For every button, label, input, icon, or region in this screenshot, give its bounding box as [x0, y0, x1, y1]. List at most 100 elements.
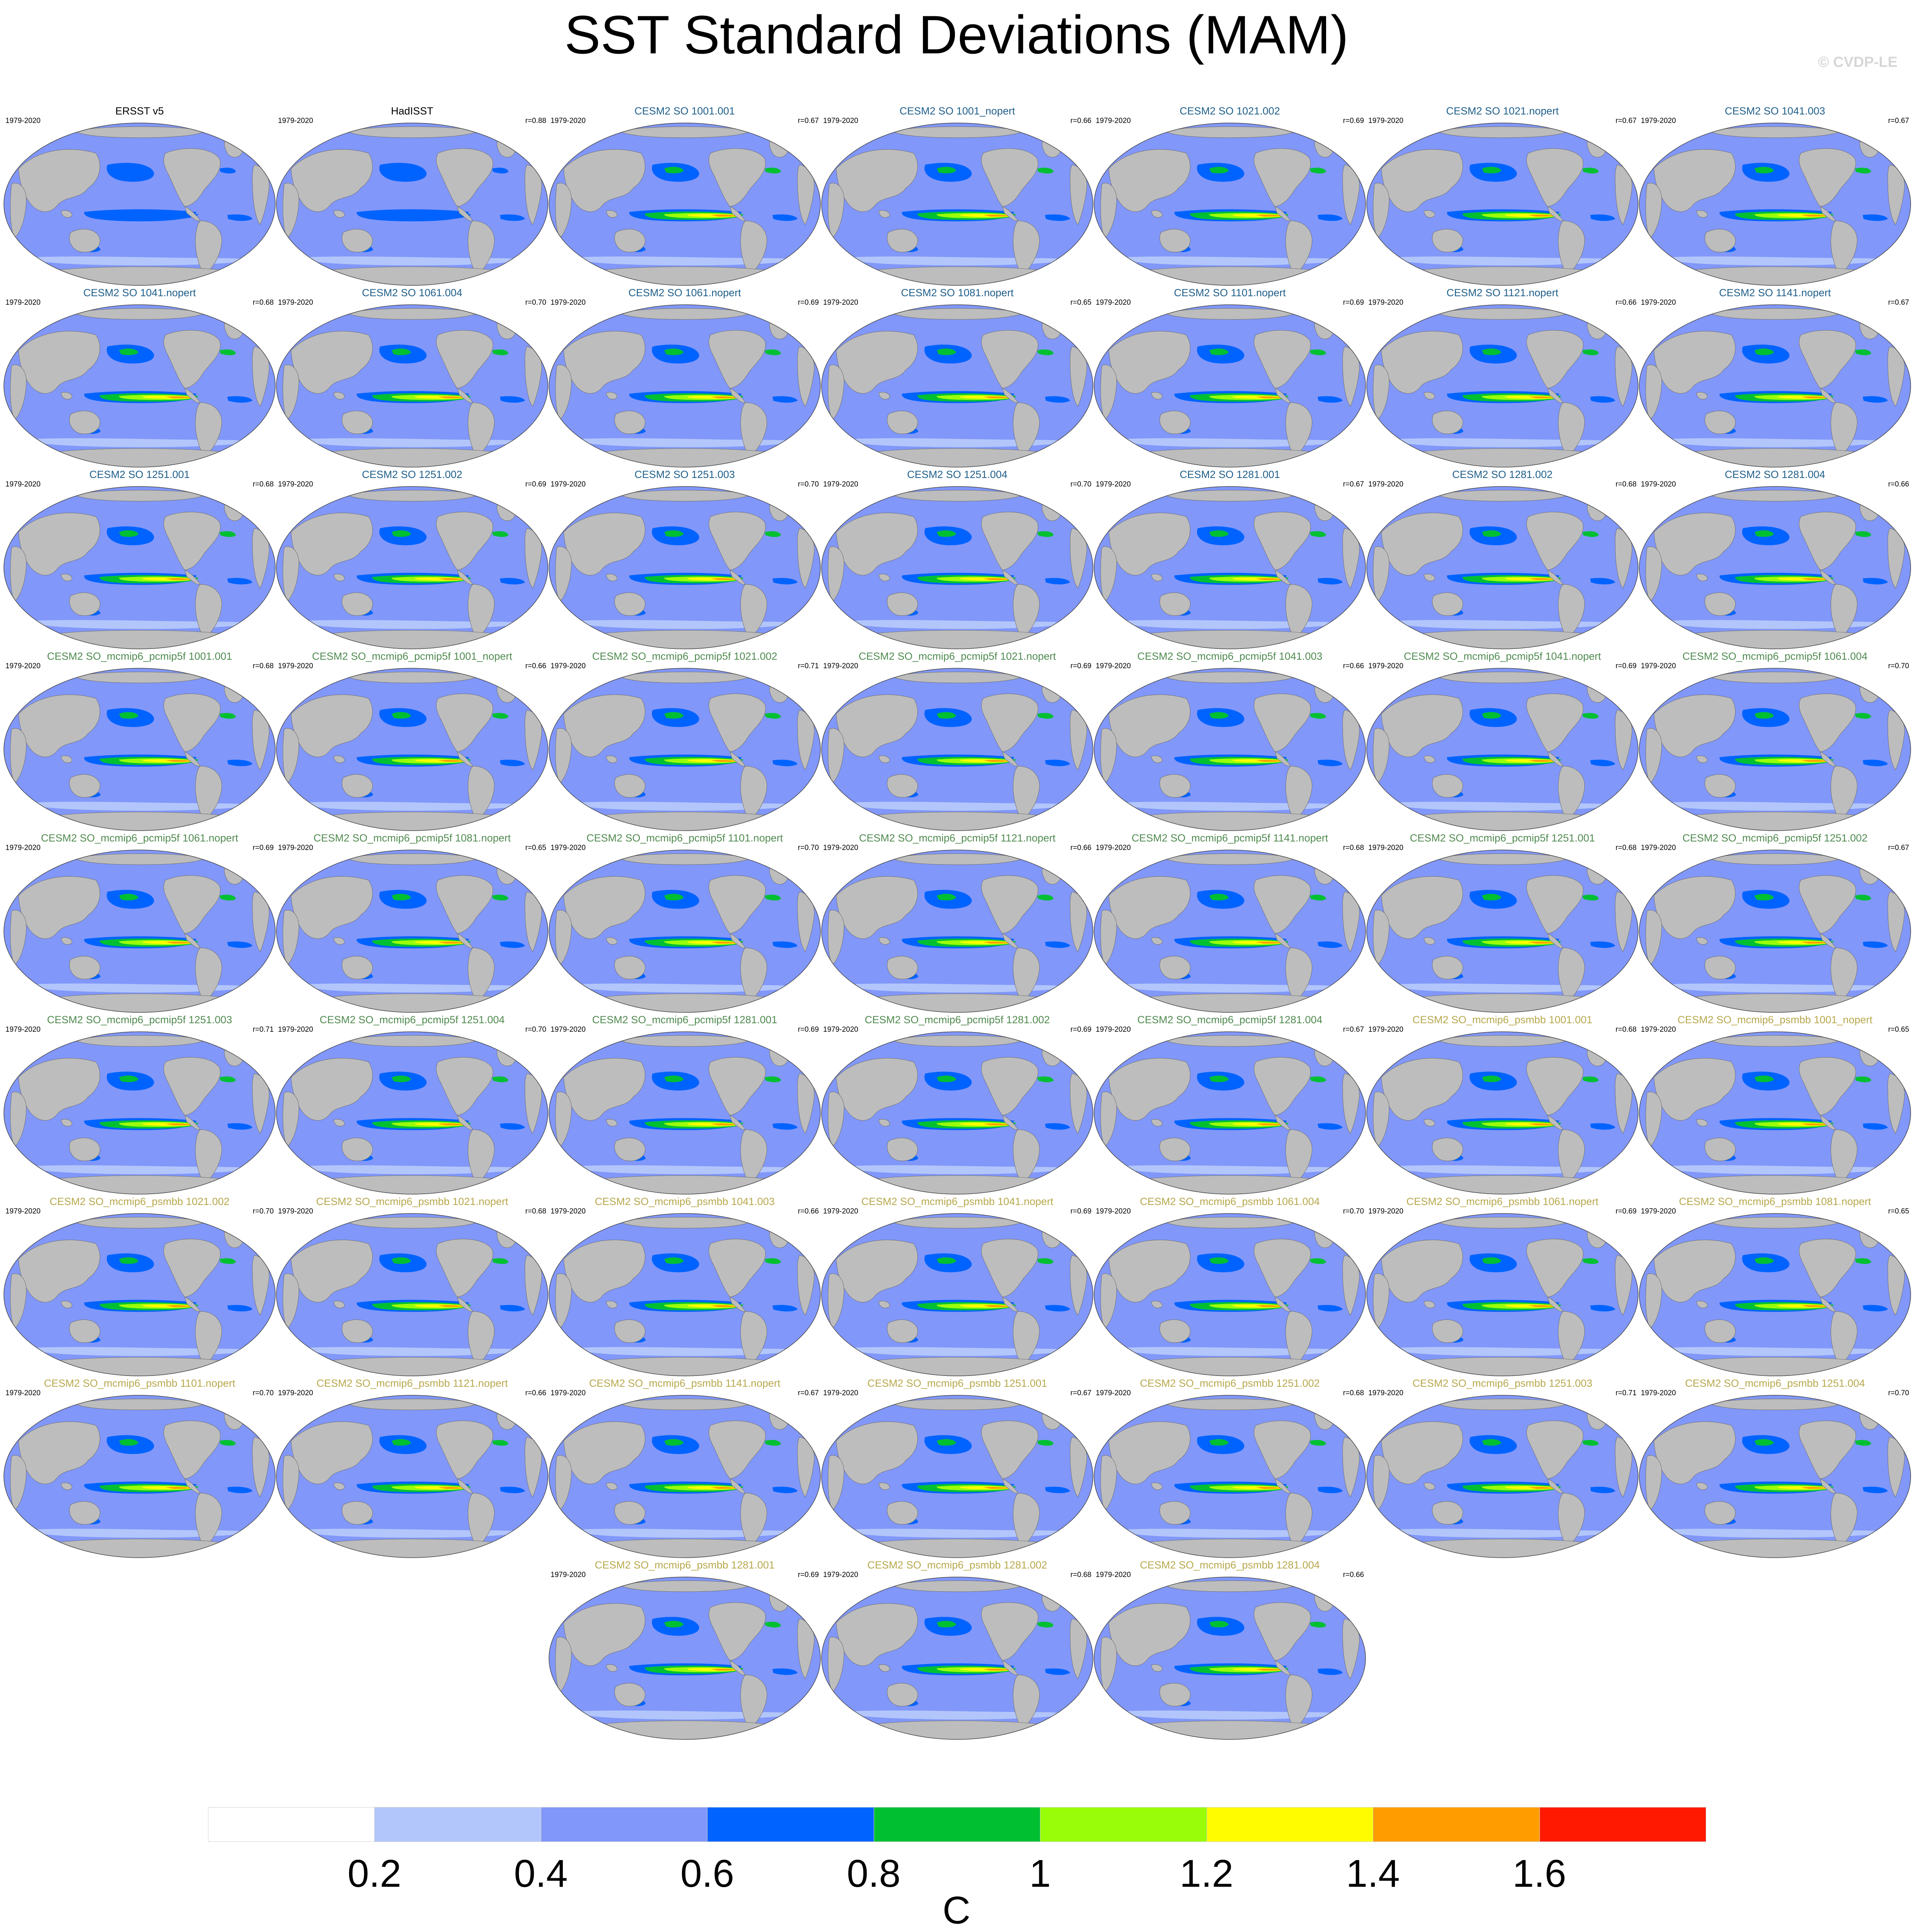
- sst-contour-3: [26, 1165, 254, 1174]
- land-mass-3: [1151, 573, 1163, 581]
- panel-years: 1979-2020: [1368, 1389, 1403, 1397]
- land-mass-2: [342, 1501, 373, 1525]
- sst-contour-11: [937, 894, 956, 901]
- sst-contour-10: [1256, 1668, 1283, 1671]
- map-outline: [1639, 850, 1911, 1013]
- land-mass-2: [1159, 411, 1191, 434]
- map-outline: [276, 123, 548, 286]
- panel-title: CESM2 SO_mcmip6_psmbb 1281.002: [867, 1559, 1047, 1571]
- map-outline: [276, 304, 548, 468]
- map-outline: [821, 486, 1093, 649]
- sst-contour-10: [711, 1123, 738, 1125]
- land-mass-1: [1373, 910, 1390, 966]
- map-outline: [1094, 1395, 1366, 1558]
- panel-title: CESM2 SO_mcmip6_pcmip5f 1041.nopert: [1403, 650, 1601, 662]
- map-panel: CESM2 SO 1081.nopert 1979-2020 r=0.65: [821, 287, 1094, 469]
- land-mass-1: [283, 1091, 299, 1147]
- land-mass-2: [1159, 774, 1191, 798]
- panel-years: 1979-2020: [1096, 299, 1131, 307]
- land-mass-2: [1705, 1138, 1736, 1161]
- land-mass-10: [617, 126, 754, 138]
- land-mass-0: [1108, 1239, 1190, 1302]
- sst-contour-12: [1037, 531, 1054, 537]
- sst-contour-12: [220, 1258, 236, 1264]
- sst-contour-10: [1528, 1123, 1555, 1125]
- map-panel: CESM2 SO 1251.002 1979-2020 r=0.69: [276, 469, 549, 650]
- land-mass-2: [614, 1319, 646, 1343]
- panel-correlation: r=0.67: [798, 117, 819, 125]
- sst-contour-12: [220, 531, 236, 537]
- panel-correlation: r=0.70: [1888, 1389, 1909, 1397]
- sst-map: [1094, 1395, 1366, 1558]
- sst-contour-12: [220, 713, 236, 719]
- sst-contour-12: [1855, 894, 1871, 901]
- sst-contour-12: [1310, 1258, 1326, 1264]
- land-mass-2: [342, 956, 373, 980]
- land-mass-0: [836, 512, 918, 575]
- map-outline: [1094, 123, 1366, 286]
- sst-contour-10: [711, 1305, 738, 1307]
- land-mass-0: [1108, 694, 1190, 757]
- sst-contour-3: [844, 620, 1072, 629]
- colorbar-units: C: [942, 1889, 971, 1932]
- panel-years: 1979-2020: [823, 480, 858, 488]
- panel-correlation: r=0.68: [1070, 1571, 1091, 1579]
- land-mass-0: [291, 149, 373, 212]
- land-mass-2: [69, 774, 101, 798]
- land-mass-3: [878, 1301, 890, 1308]
- sst-map: [549, 1213, 821, 1376]
- sst-contour-11: [664, 1439, 684, 1446]
- land-mass-10: [72, 1217, 209, 1229]
- land-mass-2: [342, 592, 373, 616]
- land-mass-3: [1151, 755, 1163, 763]
- land-mass-4: [1253, 512, 1311, 570]
- land-mass-3: [61, 573, 72, 581]
- map-outline: [3, 1395, 276, 1558]
- sst-contour-14: [1045, 1123, 1070, 1130]
- land-mass-4: [436, 512, 493, 570]
- panel-correlation: r=0.69: [525, 480, 546, 488]
- land-mass-4: [163, 512, 221, 570]
- map-outline: [1639, 486, 1911, 649]
- land-mass-0: [563, 1603, 645, 1666]
- panel-title: CESM2 SO 1281.002: [1452, 469, 1553, 480]
- panel-years: 1979-2020: [551, 662, 586, 670]
- land-mass-10: [1162, 1399, 1299, 1410]
- land-mass-3: [1424, 1119, 1435, 1126]
- land-mass-0: [1381, 876, 1463, 939]
- sst-contour-10: [1528, 1487, 1555, 1489]
- sst-map: [276, 1213, 548, 1376]
- sst-contour-14: [1863, 214, 1888, 221]
- sst-contour-11: [1754, 1075, 1774, 1082]
- land-mass-1: [283, 183, 299, 239]
- sst-contour-3: [1389, 256, 1617, 266]
- panel-correlation: r=0.69: [1343, 117, 1364, 125]
- map-outline: [1094, 1213, 1366, 1376]
- sst-contour-11: [119, 1439, 138, 1446]
- sst-contour-14: [1863, 1487, 1888, 1493]
- panel-years: 1979-2020: [823, 117, 858, 125]
- panel-title: CESM2 SO_mcmip6_psmbb 1001_nopert: [1677, 1014, 1873, 1026]
- land-mass-0: [836, 876, 918, 939]
- panel-correlation: r=0.88: [525, 117, 546, 125]
- sst-contour-3: [844, 802, 1072, 811]
- panel-title: CESM2 SO_mcmip6_pcmip5f 1251.004: [319, 1014, 505, 1026]
- land-mass-3: [606, 392, 617, 399]
- land-mass-2: [1705, 229, 1736, 253]
- panel-years: 1979-2020: [5, 480, 41, 488]
- sst-contour-12: [1582, 167, 1599, 174]
- land-mass-3: [1696, 937, 1708, 945]
- land-mass-10: [1162, 672, 1299, 683]
- sst-contour-10: [1801, 214, 1828, 217]
- sst-contour-12: [1310, 1621, 1326, 1628]
- land-mass-3: [1696, 1301, 1708, 1308]
- sst-contour-12: [765, 1440, 781, 1446]
- sst-contour-14: [1590, 759, 1615, 766]
- sst-contour-14: [1863, 1305, 1888, 1312]
- panel-years: 1979-2020: [278, 1389, 313, 1397]
- sst-contour-14: [1318, 1123, 1343, 1130]
- land-mass-4: [163, 693, 221, 752]
- land-mass-10: [1707, 672, 1844, 683]
- sst-contour-11: [937, 712, 956, 719]
- map-panel: CESM2 SO 1101.nopert 1979-2020 r=0.69: [1093, 287, 1366, 469]
